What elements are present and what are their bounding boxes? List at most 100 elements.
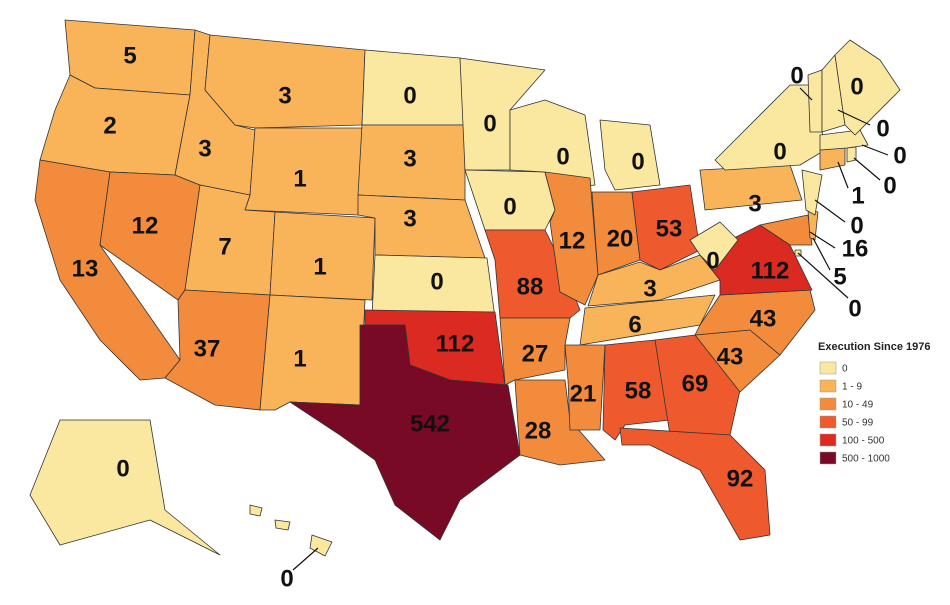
legend-label: 10 - 49 (842, 400, 874, 411)
state (846, 146, 857, 163)
state-value: 0 (483, 110, 496, 137)
state (514, 379, 606, 466)
state-value: 0 (706, 247, 719, 274)
state-value: 43 (717, 343, 744, 370)
state (564, 344, 606, 431)
state-value: 0 (883, 172, 896, 199)
legend-label: 100 - 500 (842, 436, 885, 447)
state-value: 0 (116, 455, 129, 482)
state-value: 7 (218, 233, 231, 260)
state (689, 221, 739, 271)
legend-swatch (819, 397, 837, 411)
state-value: 0 (848, 295, 861, 322)
state-value: 3 (403, 205, 416, 232)
state (834, 39, 901, 136)
leader-line (853, 157, 881, 181)
state-value: 0 (850, 212, 863, 239)
legend-label: 1 - 9 (842, 382, 862, 393)
state-value: 0 (893, 142, 906, 169)
state-value: 6 (628, 311, 641, 338)
state (544, 171, 599, 306)
state-value: 0 (790, 62, 803, 89)
legend-swatch (819, 379, 837, 393)
state-value: 12 (132, 212, 159, 239)
state-value: 53 (656, 215, 683, 242)
state-value: 28 (525, 417, 552, 444)
leader-line (814, 199, 846, 223)
state (807, 69, 823, 133)
leader-line (292, 547, 319, 571)
state-value: 69 (682, 370, 709, 397)
leader-line (861, 144, 889, 156)
state (654, 334, 741, 436)
state (269, 211, 376, 301)
leader-line (837, 109, 871, 126)
legend-swatch (819, 433, 837, 447)
leader-line (797, 252, 849, 299)
state-value: 5 (833, 263, 846, 290)
state-value: 12 (559, 227, 586, 254)
state-value: 20 (607, 225, 634, 252)
legend-title: Execution Since 1976 (818, 341, 931, 353)
state-value: 1 (293, 345, 306, 372)
state (289, 324, 521, 541)
state-value: 0 (430, 268, 443, 295)
state-value: 3 (748, 190, 761, 217)
state (759, 214, 813, 246)
legend-swatch (819, 451, 837, 465)
state-value: 0 (280, 565, 293, 592)
legend-label: 500 - 1000 (842, 454, 890, 465)
state (464, 169, 556, 231)
state-value: 58 (625, 377, 652, 404)
state-value: 1 (293, 165, 306, 192)
leader-line (809, 231, 836, 249)
state-value: 112 (436, 330, 475, 357)
legend-swatch (819, 361, 837, 375)
state-value: 0 (556, 143, 569, 170)
state-value: 37 (194, 335, 221, 362)
state-value: 3 (643, 275, 656, 302)
state (499, 317, 571, 386)
state (819, 147, 846, 171)
state-value: 21 (570, 380, 597, 407)
state-value: 0 (403, 82, 416, 109)
leader-line (837, 161, 849, 189)
state-value: 0 (503, 193, 516, 220)
state-value: 88 (517, 273, 544, 300)
legend-label: 50 - 99 (842, 418, 874, 429)
leader-line (812, 237, 831, 271)
legend-swatch (819, 415, 837, 429)
state-value: 0 (850, 73, 863, 100)
state (249, 504, 333, 557)
state-value: 1 (851, 182, 864, 209)
state (819, 129, 869, 151)
state (484, 229, 581, 319)
state-value: 3 (198, 135, 211, 162)
state (631, 184, 701, 271)
state-value: 1 (313, 253, 326, 280)
state-value: 542 (410, 410, 450, 437)
state-value: 0 (631, 148, 644, 175)
state-value: 13 (72, 255, 99, 282)
state (619, 427, 771, 541)
state-value: 3 (403, 145, 416, 172)
state-value: 5 (123, 42, 136, 69)
state (599, 119, 661, 191)
state-value: 0 (876, 115, 889, 142)
state (357, 194, 486, 259)
state (29, 419, 221, 556)
state-value: 2 (103, 112, 116, 139)
state-value: 3 (278, 82, 291, 109)
state-value: 92 (727, 465, 754, 492)
state-value: 112 (751, 257, 790, 284)
state (259, 294, 366, 411)
state-value: 0 (773, 138, 786, 165)
legend-label: 0 (842, 364, 848, 375)
leader-line (799, 87, 813, 101)
state-value: 43 (750, 305, 777, 332)
state-value: 16 (842, 235, 869, 262)
state (801, 169, 823, 216)
state-value: 27 (522, 340, 549, 367)
state (244, 127, 363, 216)
